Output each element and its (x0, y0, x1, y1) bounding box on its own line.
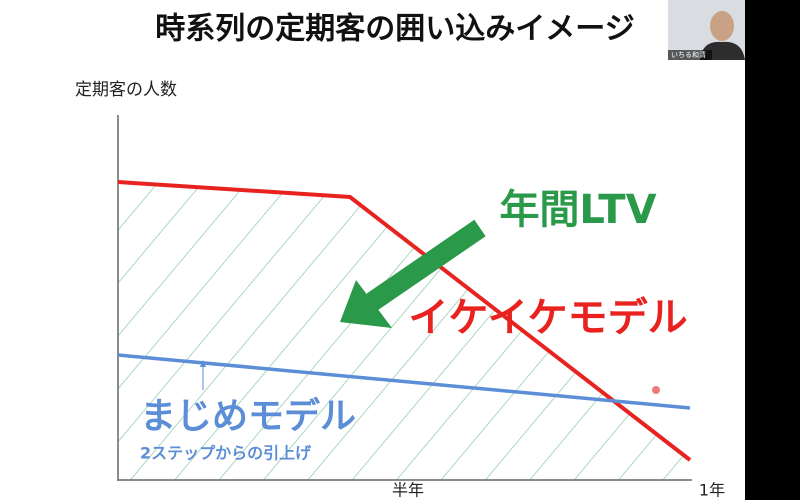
serious-label: まじめモデル (140, 395, 356, 437)
serious-line (117, 353, 691, 410)
y-axis-label: 定期客の人数 (75, 80, 177, 100)
ltv-label: 年間LTV (499, 187, 656, 233)
note-arrow (200, 360, 206, 390)
x-label: 1年 (699, 481, 725, 500)
black-bar (745, 0, 800, 500)
aggressive-label: イケイケモデル (408, 295, 687, 341)
participant-name: いちる和清 (671, 50, 706, 59)
aggressive-line (117, 180, 692, 462)
video-thumbnail: いちる和清 (668, 0, 745, 60)
ltv-arrow (340, 219, 486, 328)
x-label: 半年 (392, 481, 424, 500)
slide-title: 時系列の定期客の囲い込みイメージ (155, 12, 634, 47)
serious-note: 2ステップからの引上げ (140, 444, 312, 463)
cursor (652, 386, 660, 394)
